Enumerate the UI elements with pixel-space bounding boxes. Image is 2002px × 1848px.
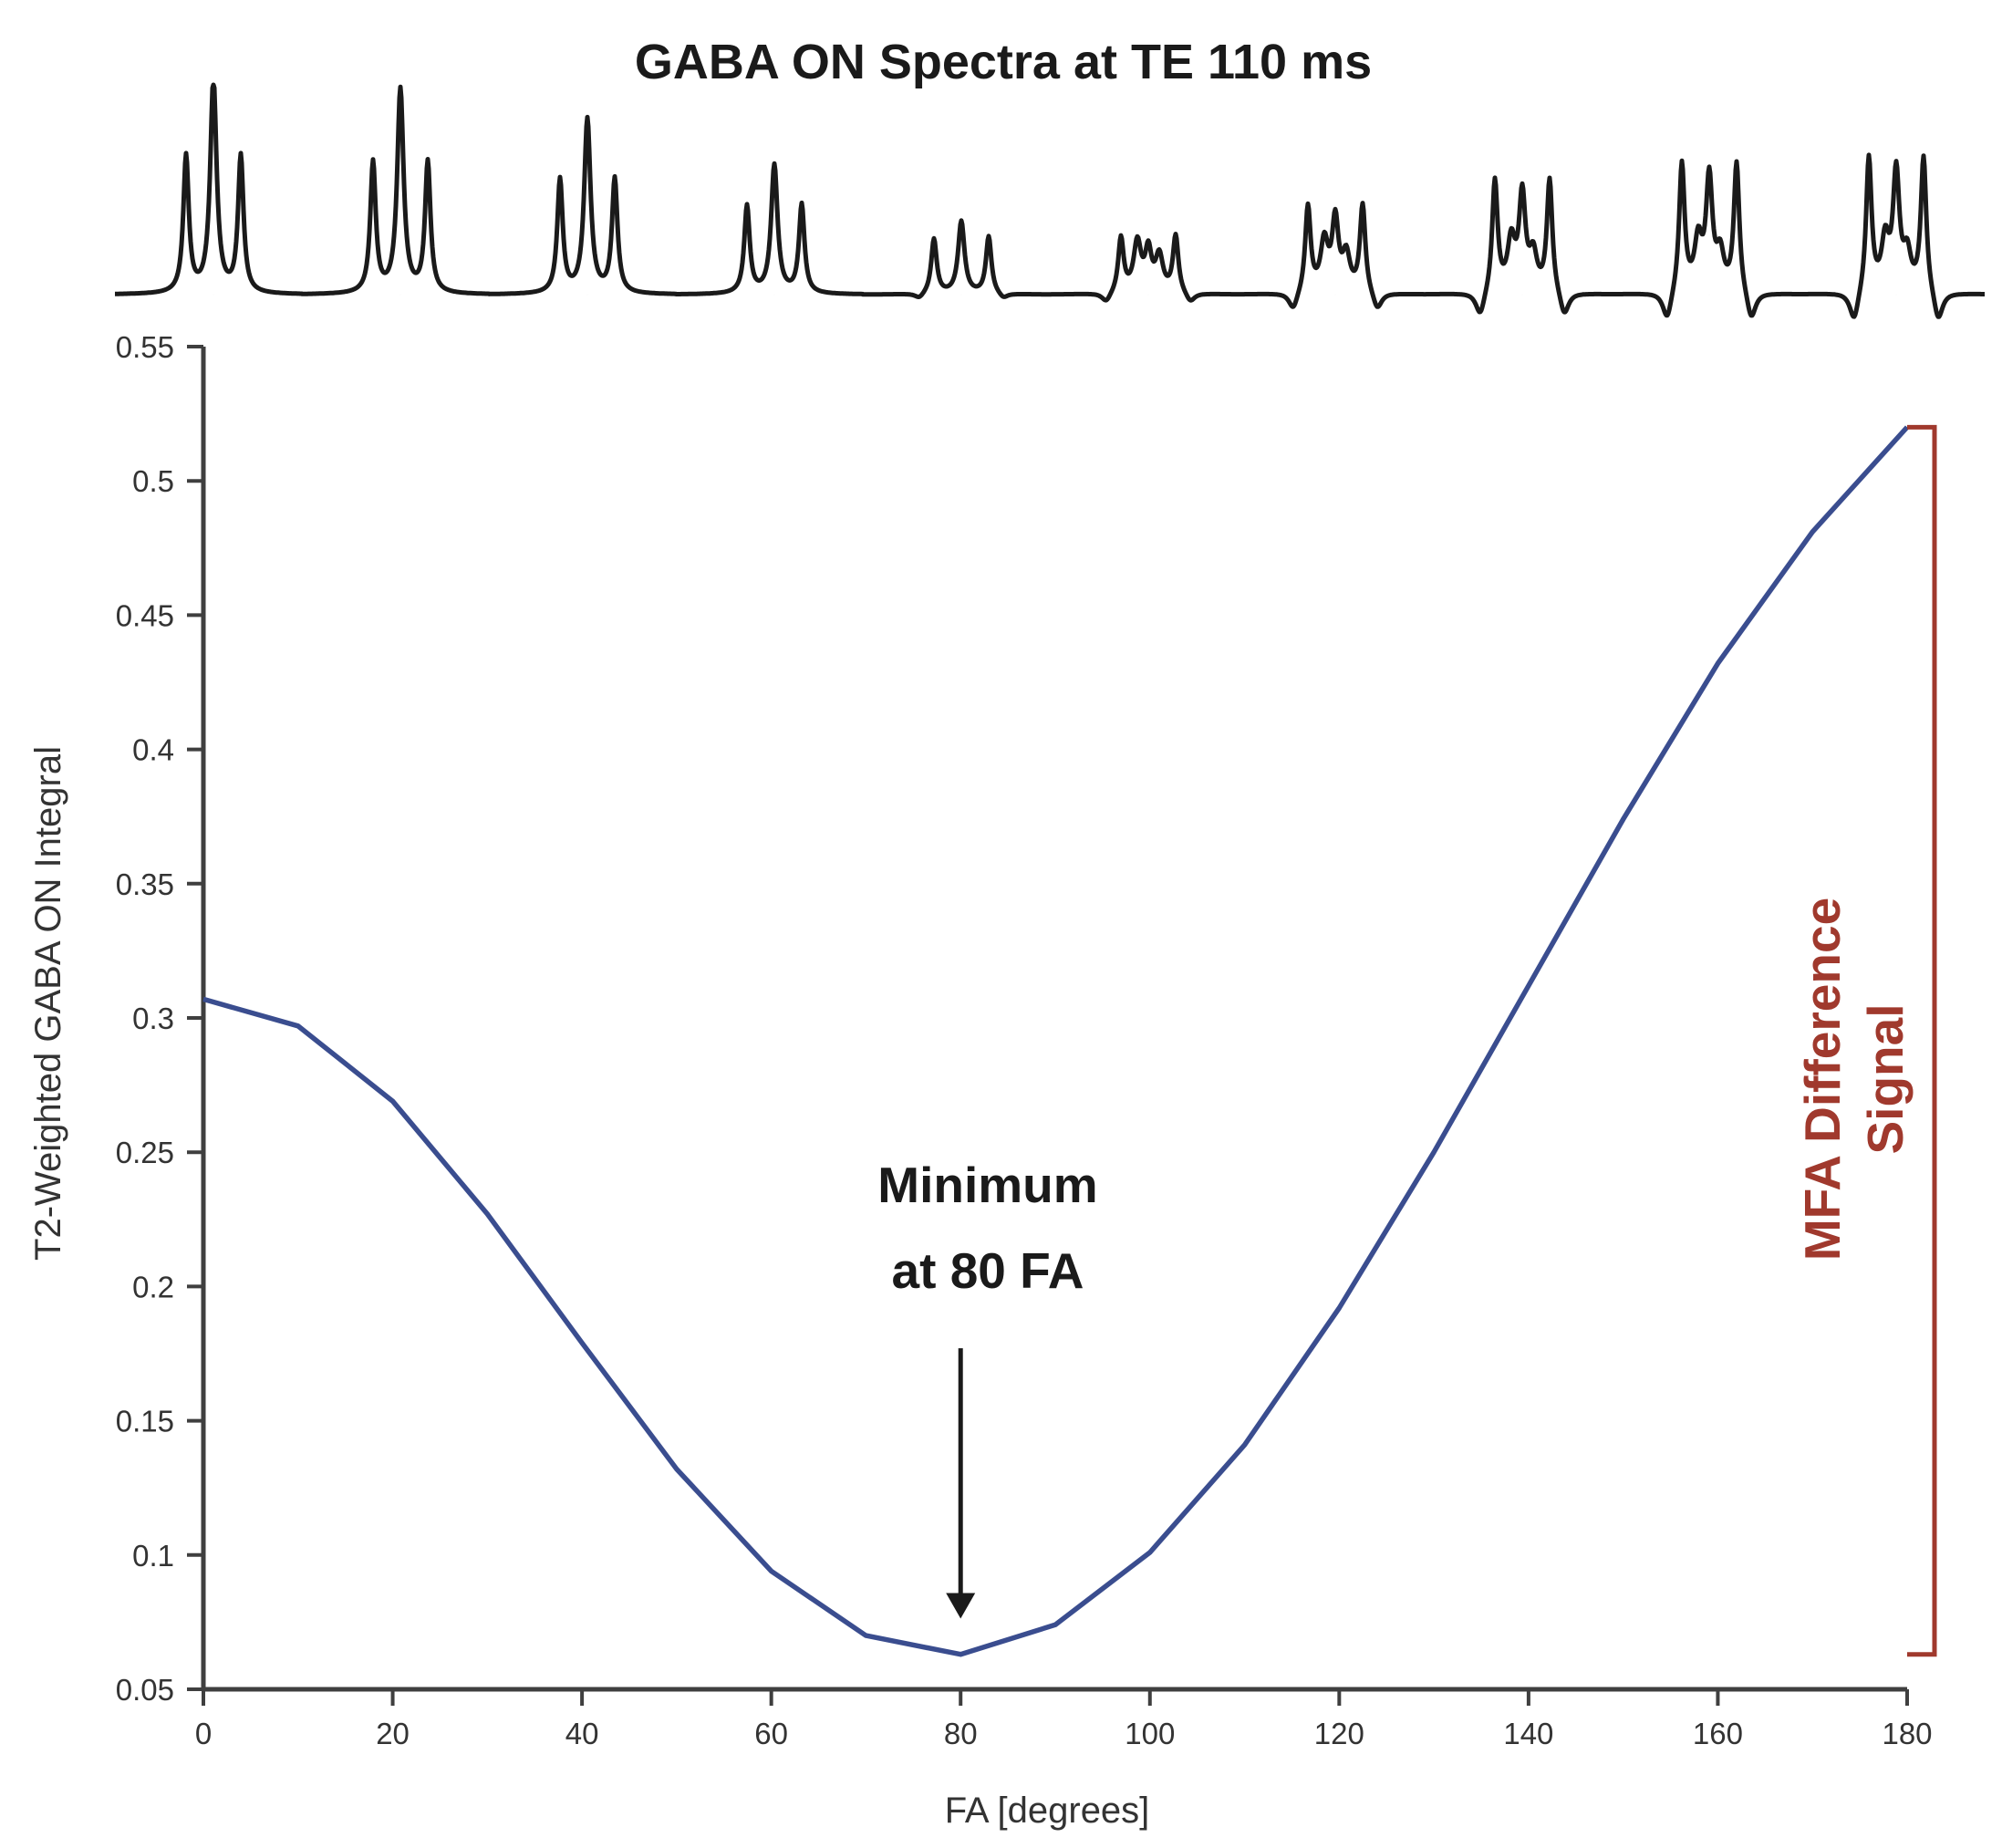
- annotation-text-line: at 80 FA: [892, 1242, 1084, 1299]
- y-tick-label: 0.5: [132, 464, 174, 498]
- annotation-minimum: Minimum at 80 FA: [877, 1157, 1098, 1619]
- y-tick-label: 0.35: [116, 867, 174, 901]
- bracket-label-line: Signal: [1857, 1003, 1914, 1154]
- series: [202, 425, 1910, 1657]
- x-tick-label: 80: [944, 1717, 978, 1750]
- axes: [201, 347, 1907, 1692]
- ticks: 0.05 0.1 0.15 0.2 0.25 0.3 0.35 0.4 0.45 0.5 0.55 0…: [116, 330, 1933, 1750]
- x-tick-label: 140: [1503, 1717, 1553, 1750]
- y-tick-label: 0.4: [132, 733, 174, 767]
- y-axis-label: T2-Weighted GABA ON Integral: [28, 746, 68, 1261]
- spectra-inset: [113, 82, 1986, 319]
- bracket-label: MFA Difference Signal: [1794, 898, 1914, 1261]
- bracket-line: [1907, 424, 1937, 1657]
- y-tick-label: 0.05: [116, 1673, 174, 1707]
- y-tick-label: 0.45: [116, 598, 174, 632]
- bracket-label-line: MFA Difference: [1794, 898, 1851, 1261]
- x-tick-label: 180: [1882, 1717, 1932, 1750]
- series-line: [202, 425, 1910, 1657]
- annotation-arrow-head: [946, 1593, 976, 1619]
- y-tick-label: 0.2: [132, 1270, 174, 1303]
- y-tick-label: 0.15: [116, 1405, 174, 1438]
- annotation-text-line: Minimum: [877, 1157, 1097, 1213]
- x-tick-label: 100: [1125, 1717, 1175, 1750]
- x-axis-label: FA [degrees]: [945, 1791, 1150, 1831]
- x-tick-label: 20: [376, 1717, 410, 1750]
- x-tick-label: 0: [195, 1717, 212, 1750]
- y-tick-label: 0.1: [132, 1539, 174, 1573]
- x-tick-label: 160: [1693, 1717, 1743, 1750]
- spectra-line: [113, 82, 1986, 319]
- y-tick-label: 0.55: [116, 330, 174, 364]
- y-tick-label: 0.3: [132, 1002, 174, 1035]
- bracket-mfa-difference: MFA Difference Signal: [1794, 424, 1937, 1657]
- x-tick-label: 120: [1314, 1717, 1364, 1750]
- x-tick-label: 40: [565, 1717, 599, 1750]
- y-tick-label: 0.25: [116, 1136, 174, 1169]
- chart-title: GABA ON Spectra at TE 110 ms: [635, 35, 1372, 89]
- x-tick-label: 60: [754, 1717, 788, 1750]
